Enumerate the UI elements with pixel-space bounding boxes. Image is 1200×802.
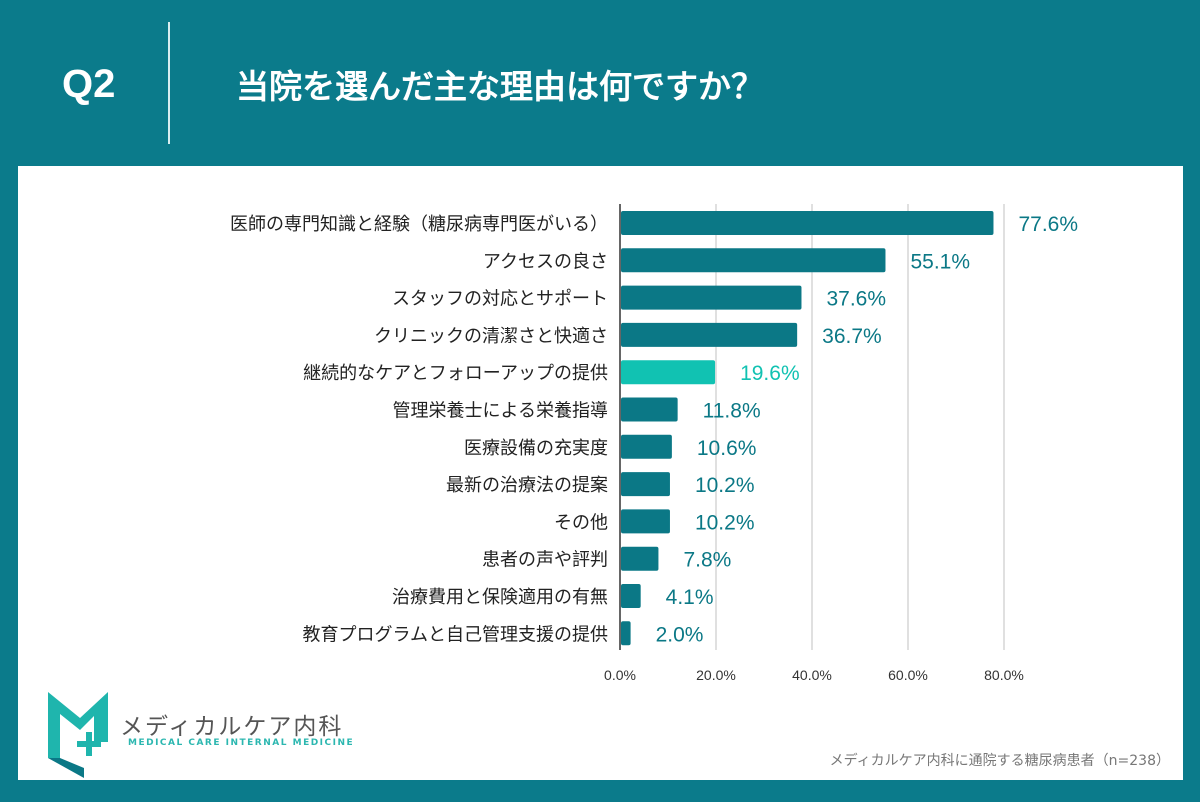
bar bbox=[621, 472, 670, 497]
category-label: 医療設備の充実度 bbox=[464, 438, 608, 459]
page-title: 当院を選んだ主な理由は何ですか？ bbox=[236, 67, 764, 106]
bar bbox=[621, 360, 716, 385]
category-label: 継続的なケアとフォローアップの提供 bbox=[303, 363, 608, 384]
bar bbox=[621, 584, 641, 608]
data-label: 7.8% bbox=[683, 549, 731, 572]
data-label: 11.8% bbox=[703, 400, 761, 423]
data-label: 10.6% bbox=[697, 437, 757, 460]
bar bbox=[621, 322, 798, 347]
bar bbox=[621, 434, 672, 459]
data-label: 10.2% bbox=[695, 474, 755, 497]
bar bbox=[621, 621, 631, 646]
divider bbox=[168, 22, 170, 144]
data-label: 2.0% bbox=[656, 623, 704, 646]
x-tick-label: 40.0% bbox=[792, 667, 832, 683]
x-tick-label: 60.0% bbox=[888, 667, 928, 683]
category-label: その他 bbox=[554, 512, 608, 533]
bar bbox=[621, 509, 670, 534]
data-label: 36.7% bbox=[822, 325, 882, 348]
bar bbox=[621, 546, 659, 571]
logo-name: メディカルケア内科 bbox=[120, 714, 344, 740]
category-label: クリニックの清潔さと快適さ bbox=[374, 326, 608, 347]
data-label: 10.2% bbox=[695, 511, 755, 534]
x-tick-label: 20.0% bbox=[696, 667, 736, 683]
category-label: スタッフの対応とサポート bbox=[392, 289, 608, 310]
category-label: 教育プログラムと自己管理支援の提供 bbox=[303, 624, 608, 645]
category-label: 医師の専門知識と経験（糖尿病専門医がいる） bbox=[230, 214, 608, 235]
x-tick-label: 80.0% bbox=[984, 667, 1024, 683]
data-label: 77.6% bbox=[1018, 213, 1078, 236]
data-label: 19.6% bbox=[740, 362, 800, 385]
category-label: 患者の声や評判 bbox=[482, 550, 608, 571]
category-label: 治療費用と保険適用の有無 bbox=[392, 587, 608, 608]
footnote: メディカルケア内科に通院する糖尿病患者（n=238） bbox=[829, 753, 1170, 769]
bar bbox=[621, 397, 678, 422]
chart-panel bbox=[18, 166, 1183, 780]
bar bbox=[621, 285, 802, 310]
bar bbox=[621, 211, 994, 235]
category-label: 管理栄養士による栄養指導 bbox=[393, 401, 608, 422]
category-label: 最新の治療法の提案 bbox=[446, 475, 608, 496]
data-label: 4.1% bbox=[666, 586, 714, 609]
data-label: 55.1% bbox=[910, 250, 970, 273]
category-label: アクセスの良さ bbox=[483, 251, 608, 272]
x-tick-label: 0.0% bbox=[604, 667, 636, 683]
data-label: 37.6% bbox=[826, 288, 886, 311]
question-number: Q2 bbox=[62, 62, 116, 106]
logo-subtitle: MEDICAL CARE INTERNAL MEDICINE bbox=[128, 738, 355, 748]
bar bbox=[621, 248, 886, 273]
